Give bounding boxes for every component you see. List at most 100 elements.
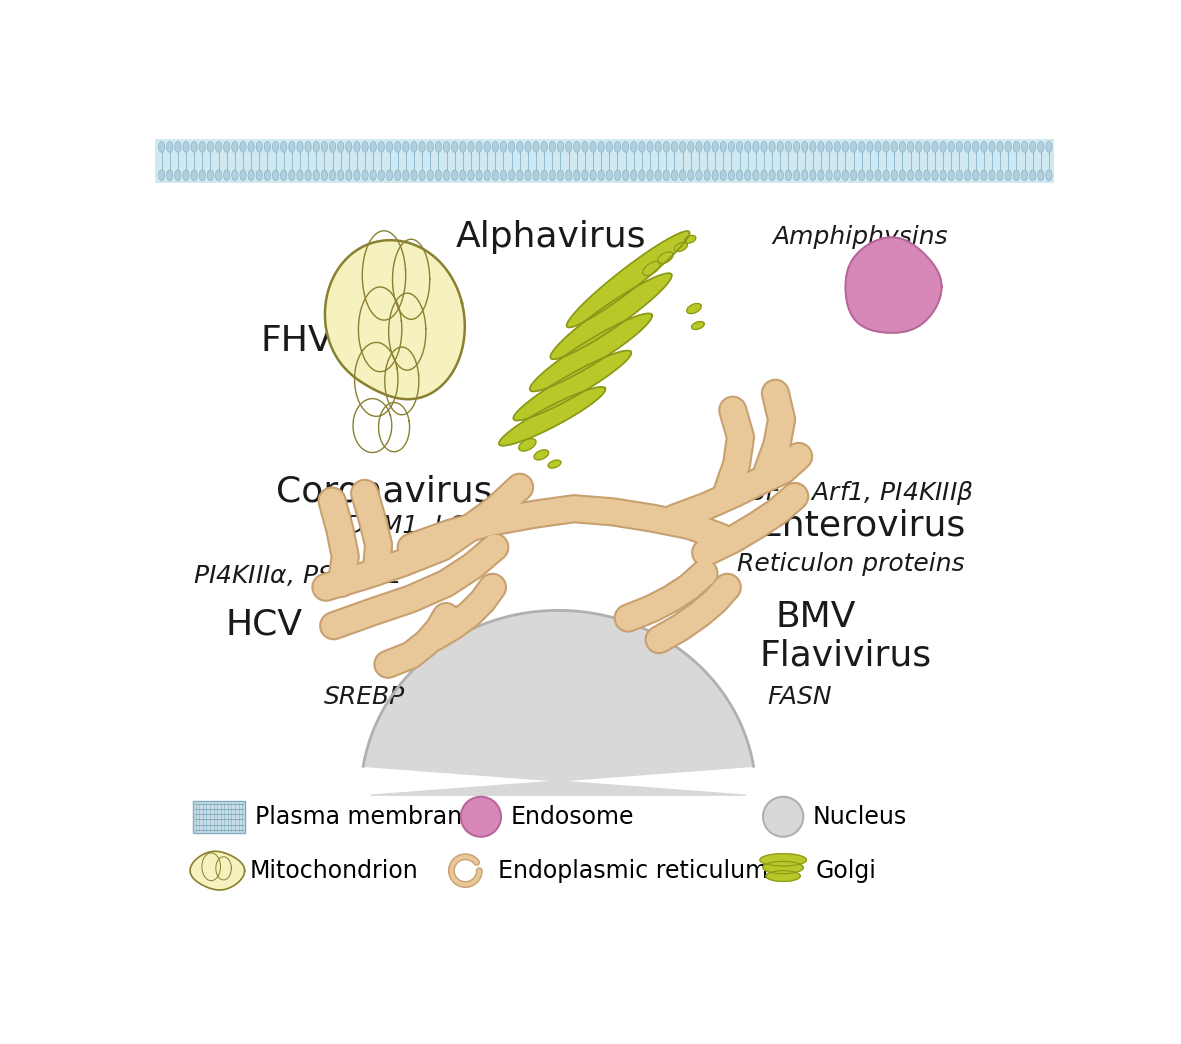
Ellipse shape [671, 141, 678, 152]
Polygon shape [518, 438, 536, 451]
Ellipse shape [459, 170, 465, 181]
Polygon shape [658, 252, 673, 263]
Ellipse shape [875, 170, 881, 181]
Ellipse shape [810, 170, 816, 181]
Ellipse shape [313, 141, 319, 152]
Ellipse shape [704, 170, 710, 181]
Ellipse shape [988, 141, 996, 152]
Ellipse shape [1046, 170, 1052, 181]
Ellipse shape [810, 141, 816, 152]
Ellipse shape [752, 141, 759, 152]
Ellipse shape [273, 170, 279, 181]
Ellipse shape [223, 141, 230, 152]
Ellipse shape [664, 141, 670, 152]
Ellipse shape [973, 170, 979, 181]
Ellipse shape [899, 141, 906, 152]
Ellipse shape [265, 141, 270, 152]
Ellipse shape [980, 170, 987, 181]
Ellipse shape [346, 141, 352, 152]
Ellipse shape [631, 170, 637, 181]
Ellipse shape [712, 170, 718, 181]
Ellipse shape [305, 170, 312, 181]
Ellipse shape [745, 141, 751, 152]
Ellipse shape [997, 141, 1003, 152]
Ellipse shape [329, 141, 335, 152]
Ellipse shape [484, 141, 490, 152]
Ellipse shape [248, 170, 254, 181]
Ellipse shape [785, 170, 791, 181]
Ellipse shape [533, 141, 540, 152]
Ellipse shape [598, 170, 605, 181]
Ellipse shape [509, 141, 515, 152]
Text: HCV: HCV [226, 608, 302, 641]
Ellipse shape [752, 170, 759, 181]
Ellipse shape [1013, 170, 1019, 181]
Ellipse shape [777, 141, 783, 152]
Ellipse shape [338, 170, 344, 181]
Ellipse shape [598, 141, 605, 152]
Ellipse shape [761, 170, 768, 181]
Ellipse shape [476, 141, 482, 152]
Ellipse shape [281, 141, 287, 152]
Ellipse shape [231, 141, 237, 152]
Ellipse shape [1022, 170, 1027, 181]
Ellipse shape [1005, 141, 1011, 152]
Bar [156, 139, 1055, 183]
Polygon shape [674, 242, 687, 252]
Polygon shape [567, 231, 690, 328]
Ellipse shape [370, 170, 377, 181]
Ellipse shape [671, 170, 678, 181]
Ellipse shape [468, 141, 474, 152]
Ellipse shape [378, 170, 385, 181]
Ellipse shape [296, 141, 304, 152]
Text: FHV: FHV [260, 324, 333, 358]
Ellipse shape [940, 170, 946, 181]
Ellipse shape [428, 170, 433, 181]
Ellipse shape [679, 170, 686, 181]
Ellipse shape [574, 170, 580, 181]
Ellipse shape [492, 170, 498, 181]
Ellipse shape [321, 170, 327, 181]
Text: Coronavirus: Coronavirus [275, 474, 492, 508]
Ellipse shape [411, 170, 417, 181]
Ellipse shape [737, 170, 743, 181]
Polygon shape [498, 387, 606, 446]
Ellipse shape [745, 170, 751, 181]
Ellipse shape [516, 141, 523, 152]
Ellipse shape [541, 141, 547, 152]
Ellipse shape [436, 141, 442, 152]
Ellipse shape [842, 170, 848, 181]
Ellipse shape [1030, 170, 1036, 181]
Text: SREBP: SREBP [325, 685, 405, 709]
Text: FASN: FASN [768, 685, 833, 709]
Ellipse shape [443, 170, 450, 181]
Ellipse shape [687, 141, 694, 152]
Ellipse shape [215, 170, 222, 181]
Ellipse shape [842, 141, 848, 152]
Ellipse shape [459, 141, 465, 152]
Ellipse shape [777, 170, 783, 181]
Ellipse shape [273, 141, 279, 152]
Ellipse shape [948, 170, 954, 181]
Ellipse shape [200, 141, 205, 152]
Ellipse shape [175, 141, 181, 152]
Ellipse shape [338, 141, 344, 152]
Ellipse shape [729, 141, 735, 152]
Ellipse shape [158, 141, 164, 152]
Ellipse shape [696, 141, 702, 152]
Text: Golgi: Golgi [816, 858, 876, 882]
Circle shape [763, 797, 803, 836]
Ellipse shape [566, 170, 572, 181]
Ellipse shape [223, 170, 230, 181]
Ellipse shape [915, 141, 922, 152]
Ellipse shape [533, 170, 540, 181]
Ellipse shape [794, 141, 800, 152]
Ellipse shape [313, 170, 319, 181]
Ellipse shape [664, 170, 670, 181]
Ellipse shape [1038, 170, 1044, 181]
Ellipse shape [208, 141, 214, 152]
Ellipse shape [965, 170, 971, 181]
Ellipse shape [932, 170, 938, 181]
Polygon shape [190, 851, 244, 889]
Ellipse shape [386, 170, 392, 181]
